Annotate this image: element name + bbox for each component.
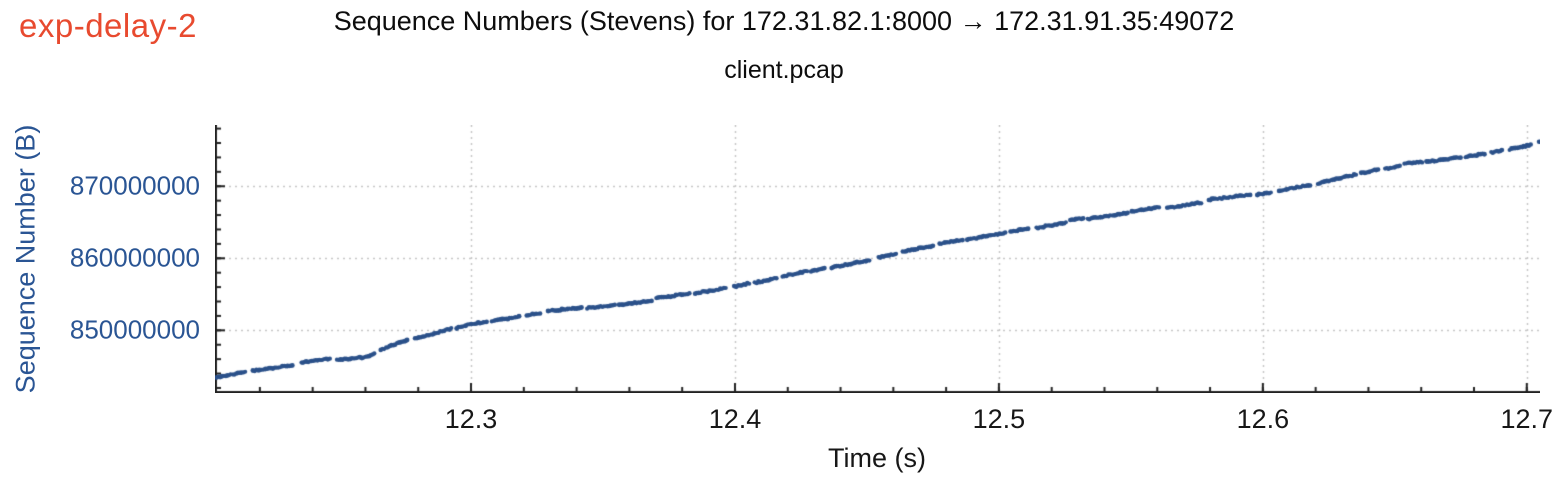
chart-subtitle: client.pcap bbox=[724, 56, 844, 84]
y-axis-label: Sequence Number (B) bbox=[10, 124, 41, 394]
y-tick-label: 850000000 bbox=[69, 314, 200, 345]
x-tick-label: 12.7 bbox=[1500, 404, 1554, 434]
x-axis-label: Time (s) bbox=[828, 443, 926, 473]
chart-title: Sequence Numbers (Stevens) for 172.31.82… bbox=[333, 6, 1235, 36]
y-tick-label: 870000000 bbox=[69, 170, 200, 201]
x-tick-label: 12.5 bbox=[972, 404, 1026, 434]
plot-canvas bbox=[215, 125, 1540, 393]
x-tick-label: 12.3 bbox=[444, 404, 498, 434]
sequence-plot bbox=[215, 125, 1540, 393]
experiment-label: exp-delay-2 bbox=[19, 7, 197, 44]
y-tick-label: 860000000 bbox=[69, 242, 200, 273]
x-tick-label: 12.4 bbox=[708, 404, 762, 434]
x-tick-label: 12.6 bbox=[1236, 404, 1290, 434]
